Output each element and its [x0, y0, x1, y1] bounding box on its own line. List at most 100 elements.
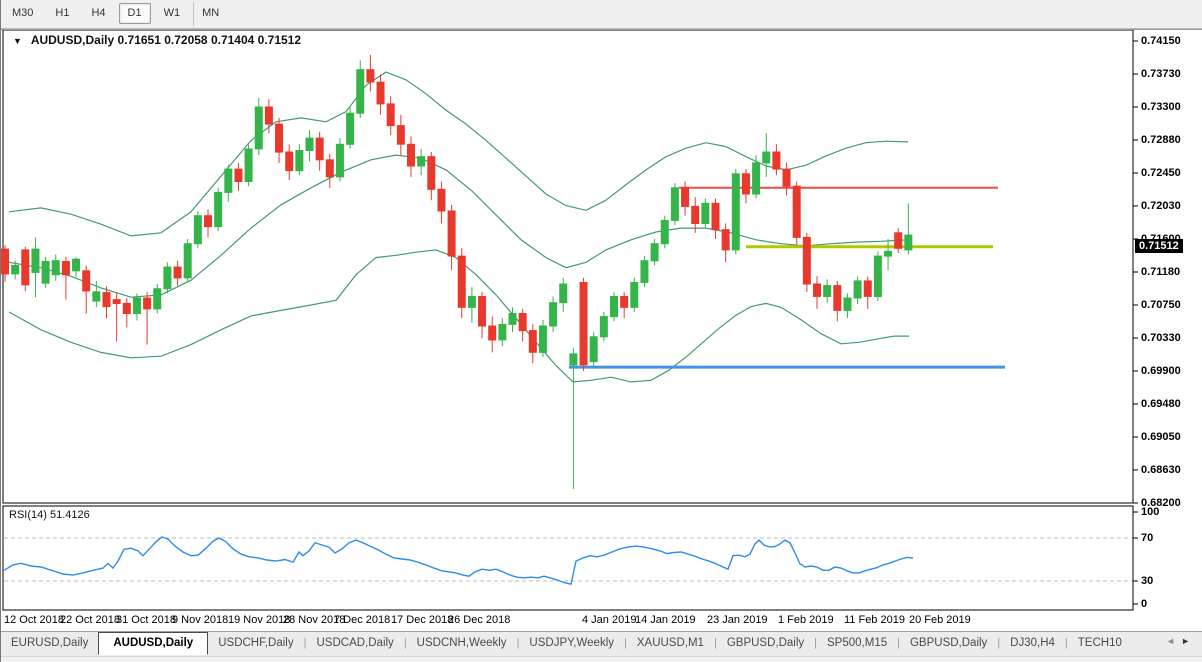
candle-body [31, 248, 40, 273]
tab-xauusd-m1[interactable]: XAUUSD,M1 [636, 637, 704, 649]
symbol-tabs: EURUSD,Daily AUDUSD,Daily USDCHF,Daily | USD… [1, 632, 1132, 655]
date-tick-label: 31 Oct 2018 [116, 614, 176, 626]
rsi-pane [2, 505, 1134, 611]
candle-body [610, 296, 618, 318]
price-tick-label: 0.73730 [1141, 68, 1181, 80]
candle-body [640, 260, 649, 283]
candle-body [630, 282, 639, 308]
candle-body [863, 280, 872, 297]
timeframe-buttons: M30 H1 H4 D1 W1 MN [1, 0, 1202, 24]
candle-body [325, 159, 334, 178]
candle-body [802, 236, 811, 285]
rsi-indicator-label: RSI(14) 51.4126 [9, 509, 90, 521]
candle-body [762, 151, 771, 164]
tab-scroll-left-icon[interactable]: ◄ [1166, 636, 1182, 646]
rsi-tick-label: 30 [1141, 575, 1154, 587]
rsi-tick-label: 0 [1141, 598, 1148, 610]
candle-body [132, 297, 141, 314]
price-tick-label: 0.74150 [1141, 35, 1181, 47]
candle-body [315, 137, 324, 161]
candle-body [254, 106, 263, 150]
symbol-tabbar: EURUSD,Daily AUDUSD,Daily USDCHF,Daily | USD… [1, 631, 1202, 656]
current-price-tag: 0.71512 [1135, 239, 1183, 253]
date-tick-label: 9 Nov 2018 [172, 614, 229, 626]
price-tick-label: 0.68630 [1141, 464, 1181, 476]
candle-body [61, 261, 70, 276]
candle-body [41, 261, 50, 284]
tab-scroll-arrows: ◄► [1166, 636, 1196, 646]
tab-usdcad-daily[interactable]: USDCAD,Daily [316, 637, 394, 649]
tab-eurusd-daily[interactable]: EURUSD,Daily [11, 637, 89, 649]
candle-body [305, 137, 314, 152]
candle-body [478, 296, 487, 327]
price-tick-label: 0.72030 [1141, 200, 1181, 212]
candle-body [163, 266, 172, 290]
date-tick-label: 11 Feb 2019 [844, 614, 905, 626]
tab-gbpusd-daily[interactable]: GBPUSD,Daily [909, 637, 988, 649]
price-tick-label: 0.69050 [1141, 431, 1181, 443]
candle-body [549, 302, 558, 327]
candle-body [1, 248, 9, 275]
candle-body [72, 258, 81, 272]
candle-body [356, 69, 365, 114]
tab-divider: | [814, 637, 818, 649]
timeframe-button-h4[interactable]: H4 [91, 7, 106, 19]
candle-body [153, 288, 162, 310]
candle-body [650, 243, 659, 262]
chart-symbol-label: AUDUSD,Daily [30, 33, 115, 47]
timeframe-button-mn[interactable]: MN [202, 7, 220, 19]
candle-body [264, 106, 273, 125]
tab-divider: | [897, 637, 900, 649]
tab-scroll-right-icon[interactable]: ► [1181, 636, 1196, 646]
tab-divider: | [303, 637, 307, 649]
candle-body [447, 210, 456, 257]
candle-body [488, 325, 497, 341]
candle-body [873, 255, 882, 298]
tab-usdjpy-weekly[interactable]: USDJPY,Weekly [529, 637, 614, 649]
date-tick-label: 17 Dec 2018 [391, 614, 454, 626]
tab-divider: | [713, 637, 717, 649]
date-tick-label: 12 Oct 2018 [4, 614, 64, 626]
candle-body [589, 336, 598, 363]
tab-divider: | [403, 637, 407, 649]
candle-body [386, 103, 395, 127]
candle-body [741, 173, 750, 195]
rsi-tick-label: 100 [1141, 506, 1160, 518]
candle-body [508, 313, 517, 325]
candle-body [752, 162, 761, 195]
candle-body [427, 156, 436, 190]
candle-body [681, 187, 690, 207]
tab-usdchf-daily[interactable]: USDCHF,Daily [218, 637, 294, 649]
tab-divider: | [1064, 637, 1068, 649]
price-tick-label: 0.71180 [1141, 266, 1181, 278]
tab-audusd-daily[interactable]: AUDUSD,Daily [98, 632, 209, 655]
date-tick-label: 26 Dec 2018 [448, 614, 511, 626]
price-tick-label: 0.72880 [1141, 134, 1181, 146]
candle-body [467, 296, 476, 308]
candle-body [731, 173, 740, 251]
toolbar-separator [193, 2, 194, 26]
tab-usdcnh-weekly[interactable]: USDCNH,Weekly [416, 637, 507, 649]
tab-tech10[interactable]: TECH10 [1077, 637, 1122, 649]
candle-body [772, 151, 781, 170]
candle-body [457, 255, 466, 308]
chart-dropdown-icon[interactable]: ▼ [13, 36, 22, 46]
candle-body [569, 353, 578, 366]
candle-body [376, 81, 385, 105]
tab-sp500-m15[interactable]: SP500,M15 [827, 637, 888, 649]
tab-divider: | [624, 637, 627, 649]
tab-gbpusd-daily[interactable]: GBPUSD,Daily [726, 637, 805, 649]
timeframe-button-w1[interactable]: W1 [163, 7, 181, 19]
candle-body [660, 219, 669, 245]
timeframe-button-d1[interactable]: D1 [118, 3, 151, 24]
tab-dj30-h4[interactable]: DJ30,H4 [1010, 637, 1055, 649]
candle-body [234, 168, 243, 183]
timeframe-button-m30[interactable]: M30 [12, 7, 34, 19]
candle-body [884, 250, 893, 257]
timeframe-button-h1[interactable]: H1 [55, 7, 70, 19]
timeframe-toolbar: M30 H1 H4 D1 W1 MN [1, 0, 1202, 29]
candle-body [366, 69, 375, 83]
date-tick-label: 22 Oct 2018 [60, 614, 120, 626]
